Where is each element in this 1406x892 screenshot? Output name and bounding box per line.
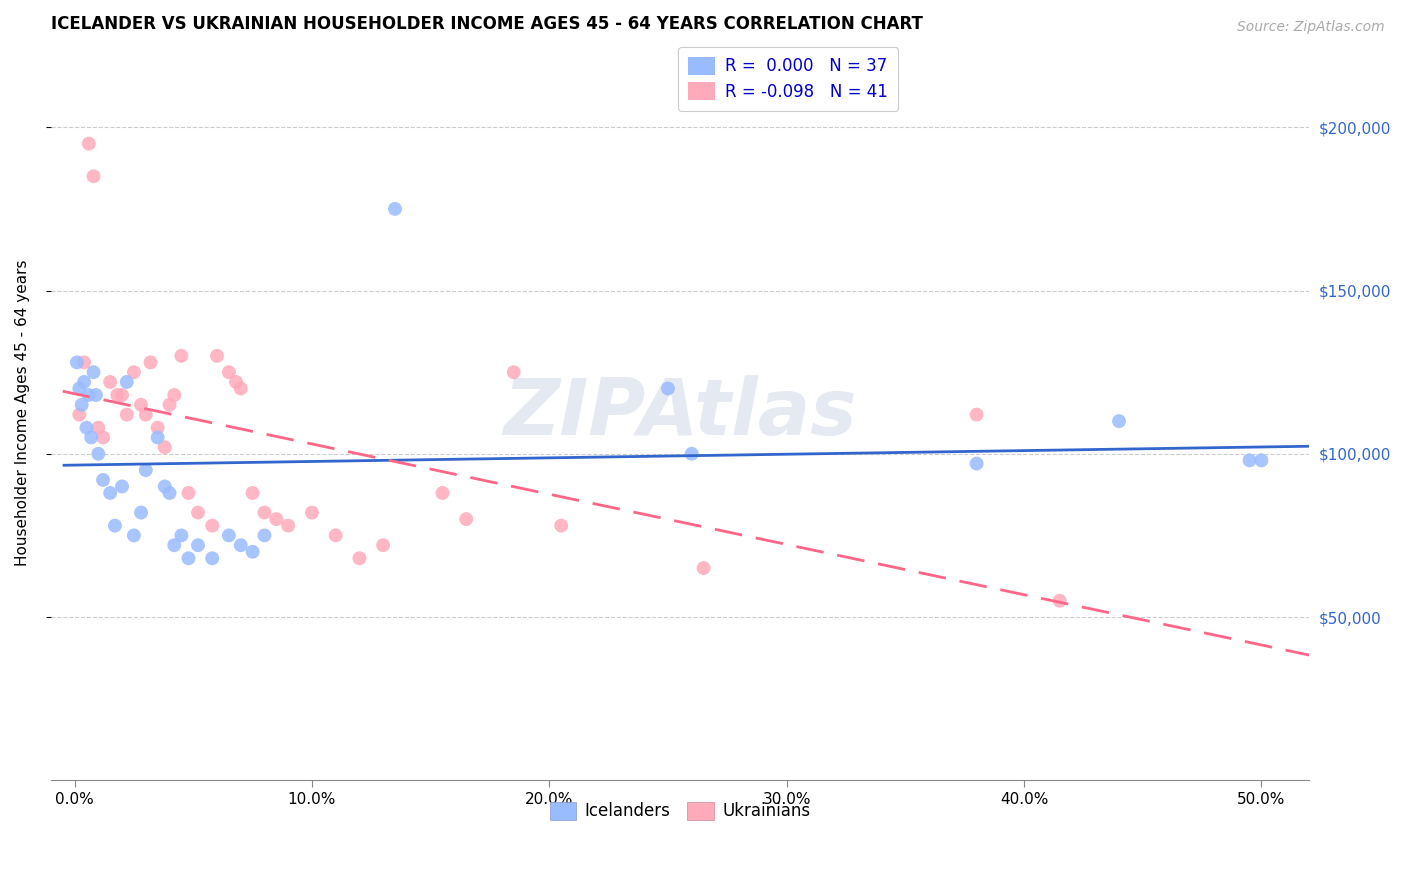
Point — [105, 388, 128, 402]
Point — [153, 479, 176, 493]
Point — [146, 430, 169, 444]
Point — [153, 440, 176, 454]
Point — [229, 382, 252, 396]
Point — [432, 486, 454, 500]
Point — [225, 375, 247, 389]
Point — [177, 551, 200, 566]
Point — [75, 420, 97, 434]
Point — [177, 486, 200, 500]
Point — [681, 447, 703, 461]
Point — [87, 420, 110, 434]
Point — [456, 512, 478, 526]
Point — [135, 463, 157, 477]
Y-axis label: Householder Income Ages 45 - 64 years: Householder Income Ages 45 - 64 years — [15, 260, 30, 566]
Point — [73, 375, 96, 389]
Point — [67, 408, 90, 422]
Point — [129, 398, 152, 412]
Point — [66, 355, 89, 369]
Point — [187, 538, 209, 552]
Point — [205, 349, 228, 363]
Legend: Icelanders, Ukrainians: Icelanders, Ukrainians — [543, 795, 817, 827]
Point — [111, 479, 134, 493]
Point — [1049, 593, 1071, 607]
Point — [170, 349, 193, 363]
Point — [170, 528, 193, 542]
Point — [129, 506, 152, 520]
Point — [70, 398, 93, 412]
Point — [242, 486, 264, 500]
Point — [966, 408, 988, 422]
Point — [83, 365, 105, 379]
Point — [373, 538, 395, 552]
Point — [83, 169, 105, 184]
Point — [115, 408, 138, 422]
Point — [122, 365, 145, 379]
Point — [163, 388, 186, 402]
Point — [67, 382, 90, 396]
Point — [1108, 414, 1130, 428]
Point — [163, 538, 186, 552]
Point — [146, 420, 169, 434]
Point — [384, 202, 406, 216]
Point — [139, 355, 162, 369]
Point — [201, 551, 224, 566]
Point — [77, 136, 100, 151]
Point — [187, 506, 209, 520]
Point — [87, 447, 110, 461]
Point — [266, 512, 288, 526]
Point — [692, 561, 714, 575]
Point — [159, 486, 181, 500]
Point — [159, 398, 181, 412]
Point — [502, 365, 524, 379]
Point — [91, 430, 114, 444]
Point — [135, 408, 157, 422]
Point — [325, 528, 347, 542]
Point — [73, 355, 96, 369]
Point — [550, 518, 572, 533]
Point — [1239, 453, 1261, 467]
Point — [253, 506, 276, 520]
Point — [966, 457, 988, 471]
Text: ICELANDER VS UKRAINIAN HOUSEHOLDER INCOME AGES 45 - 64 YEARS CORRELATION CHART: ICELANDER VS UKRAINIAN HOUSEHOLDER INCOM… — [51, 15, 922, 33]
Text: Source: ZipAtlas.com: Source: ZipAtlas.com — [1237, 20, 1385, 34]
Point — [122, 528, 145, 542]
Point — [84, 388, 107, 402]
Point — [657, 382, 679, 396]
Point — [349, 551, 371, 566]
Point — [104, 518, 127, 533]
Point — [98, 486, 121, 500]
Point — [277, 518, 299, 533]
Point — [80, 430, 103, 444]
Point — [1250, 453, 1272, 467]
Point — [218, 528, 240, 542]
Point — [91, 473, 114, 487]
Point — [242, 545, 264, 559]
Point — [111, 388, 134, 402]
Point — [229, 538, 252, 552]
Point — [301, 506, 323, 520]
Point — [77, 388, 100, 402]
Point — [98, 375, 121, 389]
Text: ZIPAtlas: ZIPAtlas — [503, 375, 856, 451]
Point — [218, 365, 240, 379]
Point — [201, 518, 224, 533]
Point — [115, 375, 138, 389]
Point — [253, 528, 276, 542]
